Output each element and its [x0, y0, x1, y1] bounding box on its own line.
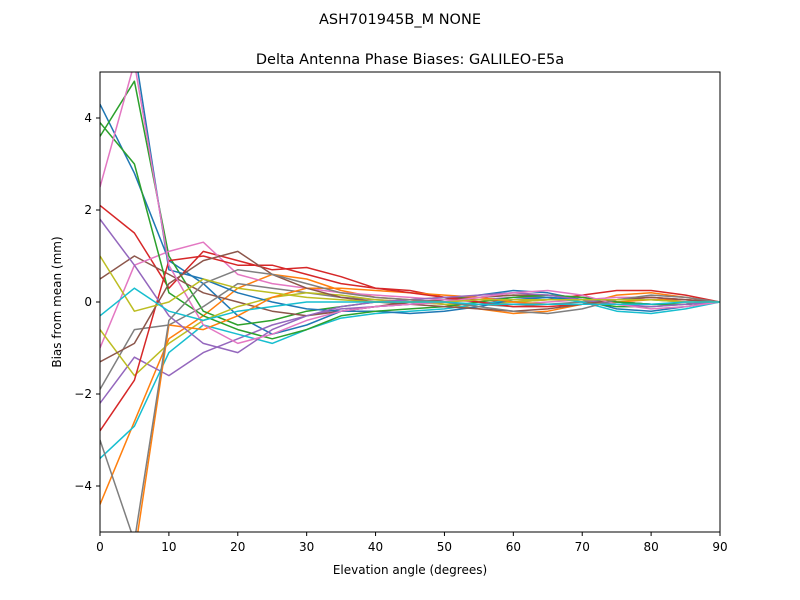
- x-tick-label: 90: [712, 540, 727, 554]
- x-tick-label: 70: [575, 540, 590, 554]
- y-tick-label: −4: [74, 479, 92, 493]
- x-tick-label: 0: [96, 540, 104, 554]
- x-tick-label: 20: [230, 540, 245, 554]
- series-line-10: [100, 296, 720, 459]
- series-line-12: [137, 287, 720, 532]
- x-tick-label: 60: [506, 540, 521, 554]
- y-tick-label: 4: [84, 111, 92, 125]
- series-line-13: [100, 122, 720, 340]
- y-tick-label: 2: [84, 203, 92, 217]
- series-line-20: [100, 287, 720, 322]
- x-tick-label: 80: [643, 540, 658, 554]
- series-line-14: [100, 255, 720, 432]
- x-axis-label: Elevation angle (degrees): [333, 563, 487, 577]
- series-line-4: [100, 204, 720, 303]
- x-tick-label: 30: [299, 540, 314, 554]
- plot-area: [99, 71, 721, 533]
- x-tick-label: 10: [161, 540, 176, 554]
- y-tick-label: −2: [74, 387, 92, 401]
- series-line-7: [100, 241, 720, 349]
- series-lines: [100, 72, 720, 532]
- series-line-11: [137, 72, 720, 315]
- x-tick-label: 50: [437, 540, 452, 554]
- figure-suptitle: ASH701945B_M NONE: [319, 12, 481, 28]
- y-axis-ticks: −4 −2 0 2 4: [74, 111, 100, 493]
- x-axis-ticks: 0 10 20 30 40 50 60 70 80 90: [96, 532, 728, 554]
- y-tick-label: 0: [84, 295, 92, 309]
- y-axis-label: Bias from mean (mm): [50, 236, 64, 367]
- series-line-3: [100, 80, 720, 326]
- x-tick-label: 40: [368, 540, 383, 554]
- chart-title: Delta Antenna Phase Biases: GALILEO-E5a: [256, 52, 564, 68]
